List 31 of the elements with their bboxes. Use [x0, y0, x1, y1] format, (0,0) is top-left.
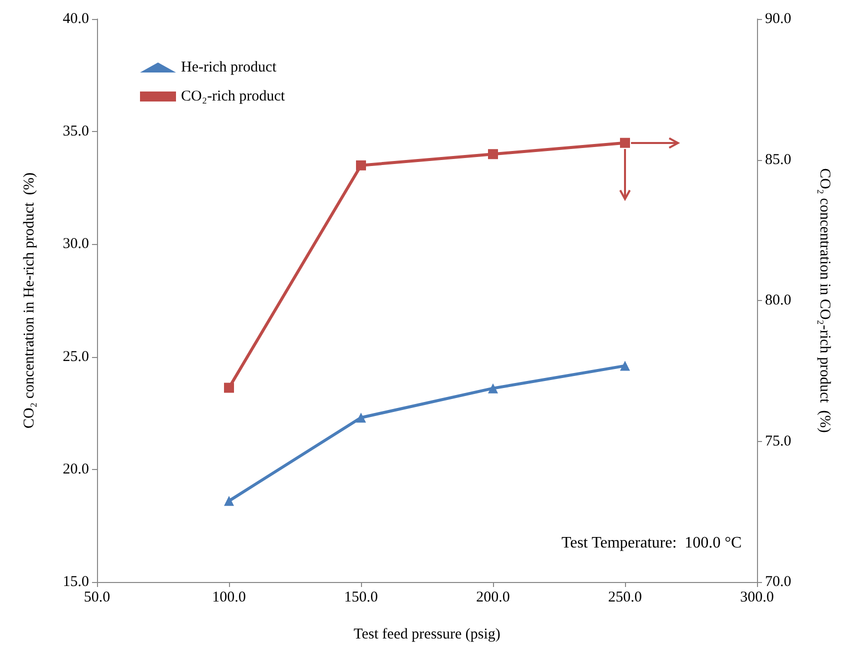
x-tick-label: 50.0: [84, 590, 110, 606]
point: [356, 160, 366, 170]
x-tick-label: 250.0: [608, 590, 642, 606]
y-tick-label: 40.0: [62, 11, 89, 27]
point: [224, 382, 234, 393]
point: [488, 149, 498, 160]
point: [620, 138, 630, 148]
y2-tick-label: 90.0: [765, 11, 792, 27]
y-tick-label: 15.0: [62, 574, 89, 590]
point: [356, 412, 366, 423]
annotation: Test Temperature: 100.0 °C: [561, 534, 742, 552]
x-tick-label: 300.0: [740, 590, 774, 606]
y-tick-label: 25.0: [62, 348, 89, 365]
x-tick-label: 200.0: [476, 590, 510, 606]
x-axis-title: Test feed pressure (psig): [354, 626, 500, 642]
y-tick-label: 35.0: [62, 124, 89, 140]
point: [620, 360, 630, 371]
point: [224, 496, 234, 506]
y2-tick-label: 70.0: [765, 574, 792, 590]
legend-label: He-rich product: [181, 60, 278, 76]
legend-label: CO₂-rich product: [181, 88, 286, 104]
y-tick-label: 20.0: [62, 461, 89, 478]
y2-tick-label: 80.0: [765, 292, 792, 308]
y-tick-label: 30.0: [62, 236, 89, 252]
x-tick-label: 150.0: [344, 590, 378, 606]
x-tick-label: 100.0: [212, 590, 246, 606]
y2-axis-title: CO₂ concentration in CO₂-rich product (%): [816, 168, 832, 433]
y2-tick-label: 75.0: [765, 433, 792, 450]
point: [488, 383, 498, 394]
y2-tick-label: 85.0: [765, 152, 792, 168]
y-axis-title: CO₂ concentration in He-rich product (%): [22, 172, 38, 428]
